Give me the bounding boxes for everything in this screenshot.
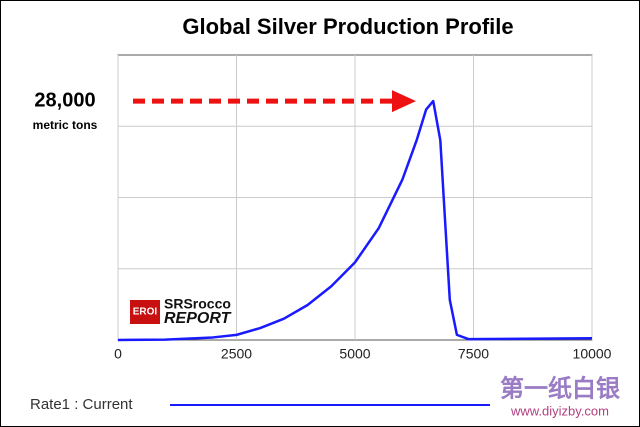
annotation-value: 28,000 — [34, 89, 95, 111]
chart-title: Global Silver Production Profile — [182, 14, 513, 39]
x-tick-label: 2500 — [221, 346, 252, 362]
watermark-url: www.diyizby.com — [510, 403, 609, 418]
x-tick-label: 10000 — [573, 346, 612, 362]
annotation-arrowhead — [392, 90, 416, 113]
logo-badge — [130, 300, 160, 324]
logo-line1: SRSrocco — [164, 296, 231, 312]
logo-line2: REPORT — [164, 310, 232, 327]
logo-badge-text: EROI — [133, 307, 158, 318]
line-series — [117, 99, 593, 342]
x-tick-label: 5000 — [339, 346, 370, 362]
annotation-unit: metric tons — [33, 118, 98, 132]
x-tick-label: 7500 — [458, 346, 489, 362]
x-tick-label: 0 — [114, 346, 122, 362]
logo: EROI SRSrocco REPORT — [130, 296, 232, 327]
watermark-text: 第一纸白银 — [500, 374, 621, 402]
legend-label: Rate1 : Current — [30, 396, 133, 413]
